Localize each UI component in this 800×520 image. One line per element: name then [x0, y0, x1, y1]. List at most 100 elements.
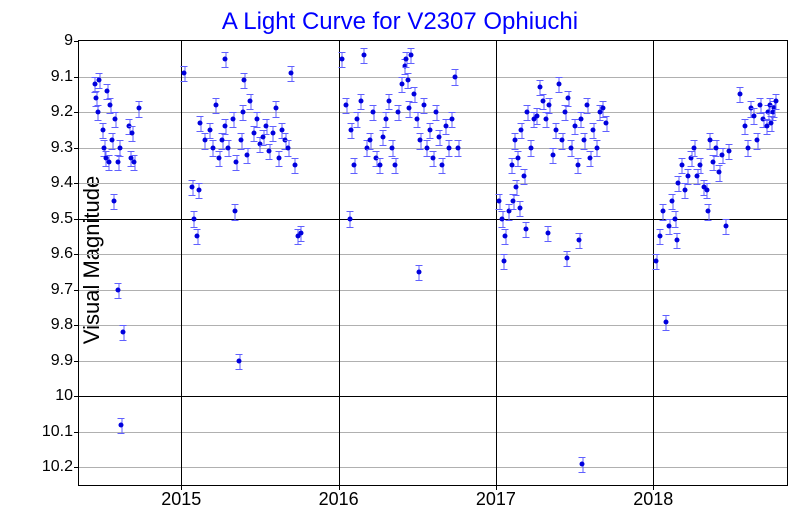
data-point: [251, 131, 256, 136]
data-point: [698, 163, 703, 168]
data-point: [421, 102, 426, 107]
data-point: [267, 149, 272, 154]
data-point: [523, 227, 528, 232]
data-point: [443, 124, 448, 129]
data-point: [670, 198, 675, 203]
data-point: [380, 134, 385, 139]
ytick-label: 9.7: [51, 281, 73, 299]
data-point: [415, 117, 420, 122]
data-point: [560, 138, 565, 143]
data-point: [116, 159, 121, 164]
data-point: [525, 110, 530, 115]
data-point: [434, 110, 439, 115]
data-point: [707, 138, 712, 143]
data-point: [545, 230, 550, 235]
data-point: [248, 99, 253, 104]
data-point: [113, 117, 118, 122]
data-point: [213, 102, 218, 107]
data-point: [604, 120, 609, 125]
data-point: [191, 216, 196, 221]
data-point: [578, 117, 583, 122]
data-point: [239, 138, 244, 143]
data-point: [553, 127, 558, 132]
data-point: [585, 102, 590, 107]
data-point: [361, 53, 366, 58]
data-point: [232, 209, 237, 214]
gridline-h: [79, 361, 787, 362]
data-point: [111, 198, 116, 203]
ytick-label: 9.3: [51, 139, 73, 157]
data-point: [572, 124, 577, 129]
data-point: [528, 145, 533, 150]
data-point: [501, 259, 506, 264]
data-point: [515, 156, 520, 161]
data-point: [453, 74, 458, 79]
data-point: [377, 163, 382, 168]
data-point: [279, 127, 284, 132]
data-point: [667, 223, 672, 228]
gridline-h: [79, 219, 787, 220]
data-point: [446, 145, 451, 150]
data-point: [580, 461, 585, 466]
xtick-label: 2016: [319, 489, 359, 510]
data-point: [399, 81, 404, 86]
data-point: [534, 113, 539, 118]
data-point: [745, 145, 750, 150]
data-point: [116, 287, 121, 292]
data-point: [577, 237, 582, 242]
data-point: [556, 81, 561, 86]
data-point: [100, 127, 105, 132]
ytick-mark: [74, 432, 79, 433]
data-point: [704, 188, 709, 193]
data-point: [254, 117, 259, 122]
data-point: [117, 145, 122, 150]
data-point: [132, 159, 137, 164]
data-point: [217, 156, 222, 161]
data-point: [273, 106, 278, 111]
data-point: [418, 138, 423, 143]
data-point: [358, 99, 363, 104]
data-point: [424, 145, 429, 150]
data-point: [500, 216, 505, 221]
data-point: [456, 145, 461, 150]
data-point: [226, 145, 231, 150]
data-point: [676, 181, 681, 186]
gridline-h: [79, 290, 787, 291]
data-point: [95, 110, 100, 115]
data-point: [449, 117, 454, 122]
data-point: [286, 145, 291, 150]
data-point: [207, 127, 212, 132]
data-point: [674, 237, 679, 242]
ytick-label: 9.6: [51, 245, 73, 263]
data-point: [242, 78, 247, 83]
data-point: [657, 234, 662, 239]
data-point: [679, 163, 684, 168]
data-point: [660, 209, 665, 214]
data-point: [544, 117, 549, 122]
gridline-h: [79, 432, 787, 433]
data-point: [237, 358, 242, 363]
ytick-mark: [74, 361, 79, 362]
ytick-mark: [74, 77, 79, 78]
data-point: [390, 145, 395, 150]
data-point: [503, 234, 508, 239]
data-point: [537, 85, 542, 90]
ytick-mark: [74, 112, 79, 113]
data-point: [368, 138, 373, 143]
data-point: [102, 145, 107, 150]
data-point: [386, 99, 391, 104]
data-point: [564, 255, 569, 260]
data-point: [773, 99, 778, 104]
data-point: [541, 99, 546, 104]
data-point: [563, 110, 568, 115]
data-point: [407, 106, 412, 111]
data-point: [240, 110, 245, 115]
data-point: [223, 56, 228, 61]
gridline-h: [79, 467, 787, 468]
data-point: [509, 163, 514, 168]
data-point: [497, 198, 502, 203]
data-point: [121, 330, 126, 335]
data-point: [119, 422, 124, 427]
gridline-v: [496, 41, 497, 485]
ytick-label: 10: [55, 387, 73, 405]
